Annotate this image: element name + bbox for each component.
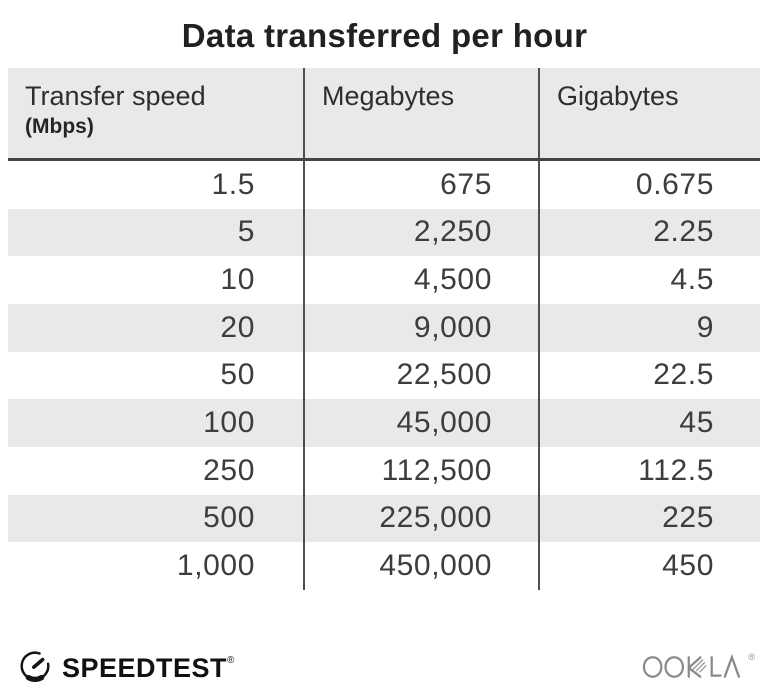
data-table: Transfer speed (Mbps) Megabytes Gigabyte… (8, 68, 760, 590)
ookla-logo: ® (639, 651, 755, 686)
table-cell: 100 (203, 406, 255, 440)
table-cell: 0.675 (538, 161, 760, 209)
table-cell: 112.5 (538, 446, 760, 495)
table-cell: 1.5 (211, 167, 255, 201)
speedtest-logo: SPEEDTEST® (16, 647, 235, 690)
table-cell: 45 (538, 399, 760, 447)
speedtest-wordmark: SPEEDTEST® (62, 653, 235, 684)
table-cell: 9 (538, 303, 760, 352)
table-cell: 450,000 (303, 542, 538, 590)
table-row: 1,000 450,000 450 (8, 542, 760, 590)
table-row: 100 45,000 45 (8, 399, 760, 447)
table-cell: 4,500 (303, 256, 538, 304)
table-body: 1.5 675 0.675 5 2,250 2.25 10 4,500 4.5 20 9,000 9 5… (8, 161, 760, 590)
table-cell: 450 (538, 542, 760, 590)
ookla-wordmark-icon (639, 651, 746, 686)
table-row: 5 2,250 2.25 (8, 208, 760, 257)
table-cell: 22,500 (303, 351, 538, 400)
table-row: 1.5 675 0.675 (8, 161, 760, 209)
table-row: 20 9,000 9 (8, 303, 760, 352)
column-header-transfer-speed: Transfer speed (Mbps) (8, 68, 303, 158)
speedtest-label: SPEEDTEST (62, 652, 228, 683)
table-cell: 2.25 (538, 208, 760, 257)
table-cell: 500 (203, 501, 255, 535)
table-row: 10 4,500 4.5 (8, 256, 760, 304)
table-cell: 9,000 (303, 303, 538, 352)
table-header-row: Transfer speed (Mbps) Megabytes Gigabyte… (8, 68, 760, 161)
column-header-transfer-speed-label: Transfer speed (25, 81, 206, 111)
table-cell: 675 (303, 161, 538, 209)
table-cell: 250 (203, 453, 255, 487)
footer: SPEEDTEST® (16, 646, 755, 690)
table-cell: 4.5 (538, 256, 760, 304)
column-header-gigabytes: Gigabytes (538, 68, 760, 158)
page-title: Data transferred per hour (181, 17, 588, 54)
table-cell: 10 (220, 263, 255, 297)
table-cell: 112,500 (303, 446, 538, 495)
column-header-megabytes: Megabytes (303, 68, 538, 158)
table-cell: 225 (538, 494, 760, 543)
table-cell: 50 (220, 358, 255, 392)
ookla-trademark: ® (748, 651, 755, 662)
table-row: 500 225,000 225 (8, 494, 760, 543)
table-row: 50 22,500 22.5 (8, 351, 760, 400)
speedtest-trademark: ® (227, 654, 235, 666)
speedtest-gauge-icon (16, 647, 54, 690)
table-cell: 5 (237, 215, 255, 249)
table-cell: 1,000 (176, 549, 255, 583)
table-cell: 20 (220, 310, 255, 344)
table-cell: 22.5 (538, 351, 760, 400)
table-cell: 45,000 (303, 399, 538, 447)
table-row: 250 112,500 112.5 (8, 446, 760, 495)
table-cell: 2,250 (303, 208, 538, 257)
table-cell: 225,000 (303, 494, 538, 543)
column-header-mbps-unit: (Mbps) (25, 115, 94, 139)
